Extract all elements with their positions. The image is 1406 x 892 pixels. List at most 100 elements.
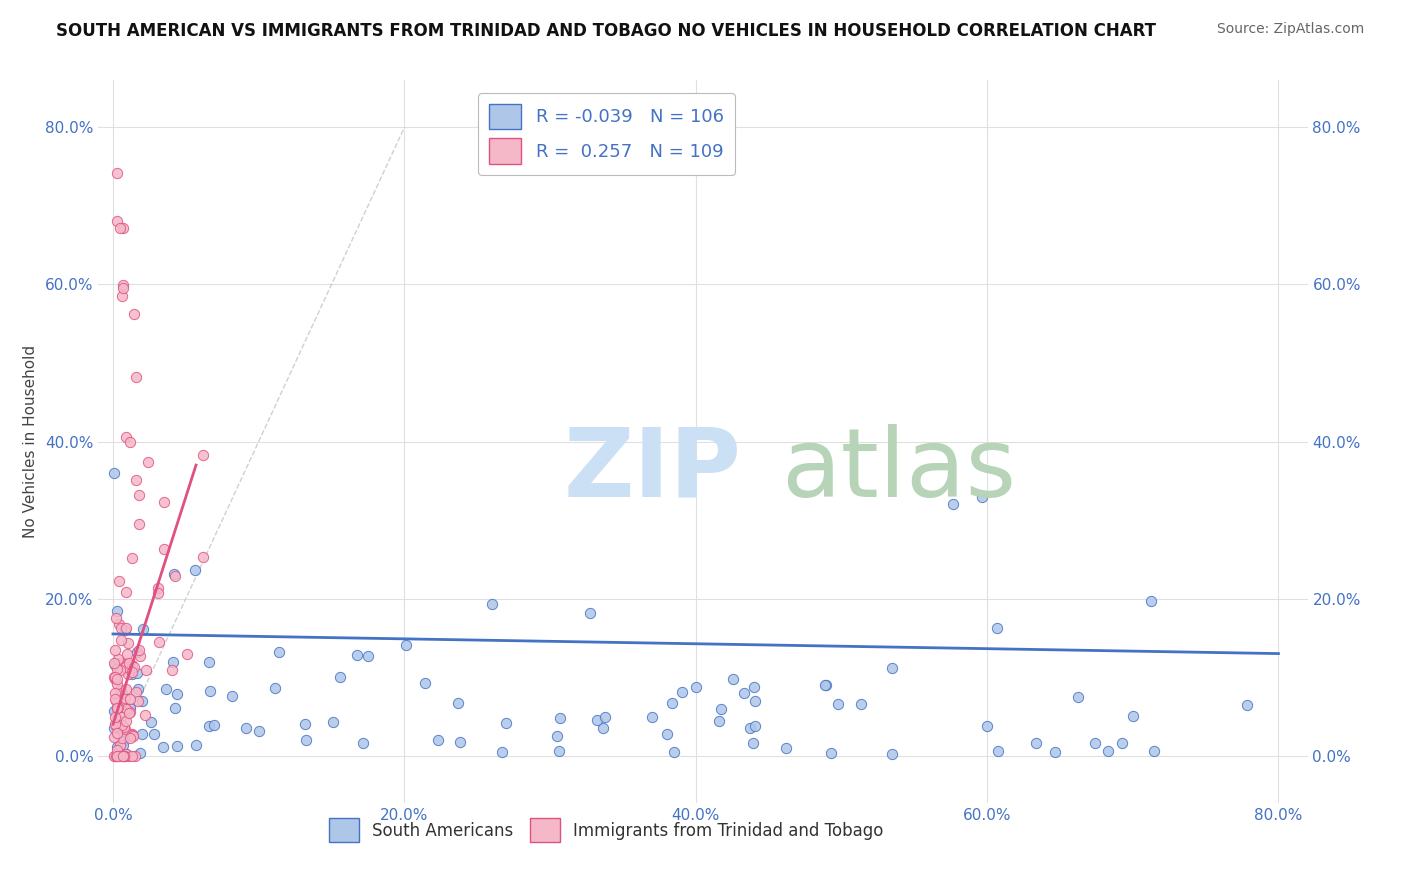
Point: [112, 719, 135, 733]
Point: [662, 745, 685, 759]
Point: [118, 435, 141, 450]
Point: [267, 645, 290, 659]
Point: [221, 689, 243, 703]
Point: [104, 670, 127, 684]
Point: [1025, 736, 1047, 750]
Point: [114, 659, 136, 673]
Point: [105, 701, 128, 715]
Point: [104, 717, 127, 731]
Point: [395, 638, 418, 652]
Point: [105, 740, 128, 755]
Point: [744, 694, 766, 708]
Point: [105, 611, 128, 625]
Point: [814, 678, 837, 692]
Point: [446, 696, 468, 710]
Point: [112, 281, 135, 295]
Legend: South Americans, Immigrants from Trinidad and Tobago: South Americans, Immigrants from Trinida…: [322, 812, 890, 848]
Point: [107, 617, 129, 632]
Point: [122, 729, 145, 743]
Point: [103, 731, 125, 745]
Point: [105, 604, 128, 618]
Point: [112, 748, 135, 763]
Point: [547, 744, 569, 758]
Y-axis label: No Vehicles in Household: No Vehicles in Household: [22, 345, 38, 538]
Text: ZIP: ZIP: [564, 424, 742, 517]
Point: [105, 743, 128, 757]
Point: [152, 739, 174, 754]
Point: [105, 700, 128, 714]
Point: [114, 691, 136, 706]
Text: atlas: atlas: [782, 424, 1017, 517]
Point: [121, 551, 143, 566]
Point: [112, 748, 135, 763]
Point: [111, 686, 134, 700]
Point: [104, 748, 127, 763]
Point: [148, 635, 170, 649]
Point: [121, 665, 143, 679]
Point: [976, 719, 998, 733]
Point: [108, 682, 131, 697]
Point: [110, 710, 132, 724]
Point: [1140, 594, 1163, 608]
Point: [111, 731, 134, 746]
Point: [322, 714, 344, 729]
Point: [104, 658, 127, 673]
Point: [661, 696, 683, 710]
Point: [103, 643, 125, 657]
Point: [115, 621, 138, 635]
Point: [163, 700, 186, 714]
Point: [738, 721, 761, 735]
Point: [121, 728, 143, 742]
Point: [235, 721, 257, 735]
Point: [105, 676, 128, 690]
Point: [105, 726, 128, 740]
Point: [352, 736, 374, 750]
Point: [118, 748, 141, 763]
Point: [129, 649, 152, 664]
Point: [105, 213, 128, 227]
Point: [121, 729, 143, 743]
Point: [115, 747, 138, 762]
Point: [108, 717, 131, 731]
Point: [135, 664, 157, 678]
Point: [105, 662, 128, 676]
Point: [125, 684, 148, 698]
Point: [1067, 690, 1090, 704]
Point: [108, 574, 131, 588]
Point: [110, 721, 132, 735]
Point: [120, 665, 142, 679]
Point: [346, 648, 368, 662]
Point: [120, 700, 142, 714]
Point: [139, 714, 162, 729]
Point: [115, 730, 138, 744]
Point: [111, 734, 134, 748]
Point: [115, 657, 138, 671]
Point: [744, 719, 766, 733]
Point: [112, 221, 135, 235]
Point: [125, 666, 148, 681]
Point: [1236, 698, 1258, 713]
Point: [970, 490, 993, 504]
Point: [987, 744, 1010, 758]
Point: [117, 667, 139, 681]
Point: [585, 713, 607, 727]
Point: [104, 717, 127, 731]
Point: [579, 607, 602, 621]
Point: [721, 672, 744, 686]
Point: [166, 739, 188, 754]
Point: [107, 701, 129, 715]
Text: Source: ZipAtlas.com: Source: ZipAtlas.com: [1216, 22, 1364, 37]
Point: [184, 563, 207, 577]
Point: [103, 721, 125, 735]
Point: [176, 648, 198, 662]
Point: [165, 569, 187, 583]
Point: [115, 430, 138, 444]
Point: [820, 747, 842, 761]
Point: [104, 748, 127, 763]
Point: [131, 694, 153, 708]
Point: [685, 680, 707, 694]
Point: [110, 621, 132, 635]
Point: [128, 516, 150, 531]
Point: [193, 549, 215, 564]
Point: [495, 715, 517, 730]
